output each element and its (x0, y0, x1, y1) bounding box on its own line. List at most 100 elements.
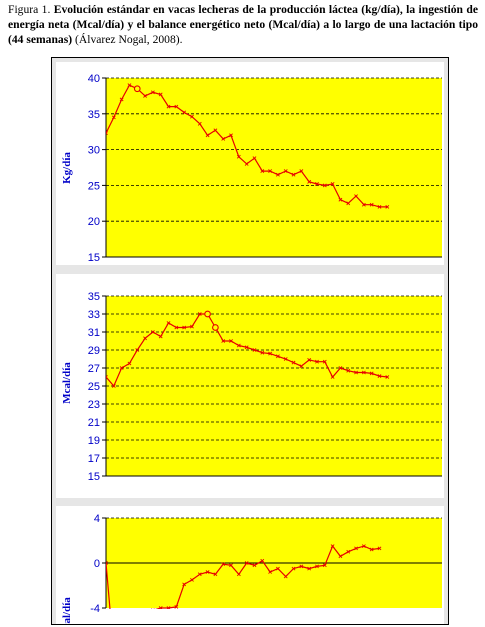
series-1 (106, 310, 390, 388)
series-1 (106, 544, 382, 609)
data-point (315, 564, 319, 569)
data-point (338, 554, 343, 559)
chart-2: 35 33 31 29 27 25 23 21 19 17 15 Mcal/día (56, 274, 444, 498)
data-point (166, 606, 171, 609)
data-point (244, 561, 249, 565)
data-point (205, 570, 210, 574)
data-point (229, 133, 233, 138)
y-tick-label: 35 (88, 109, 100, 121)
data-point (307, 179, 312, 184)
data-point (283, 357, 288, 361)
data-point (346, 368, 351, 373)
y-tick-label: 15 (88, 252, 100, 264)
chart-1: 40 35 30 25 20 15 Kg/día (56, 62, 444, 265)
data-point (111, 115, 116, 120)
y-axis-label: Mcal/día (61, 597, 73, 624)
y-axis-label: Kg/día (61, 152, 73, 184)
y-tick-label: 0 (94, 558, 100, 570)
data-point (166, 104, 171, 109)
data-point (127, 361, 132, 366)
data-point (174, 325, 179, 330)
y-tick-label: 4 (94, 513, 100, 525)
data-point (315, 359, 319, 364)
data-point (106, 375, 108, 379)
data-point (260, 350, 265, 355)
figure-frame: 40 35 30 25 20 15 Kg/día 35 33 31 29 27 25 23 21 19 17 15… (51, 57, 449, 625)
y-tick-label: 25 (88, 180, 100, 192)
data-point (236, 572, 241, 577)
data-point (158, 334, 163, 339)
y-tick-label: 23 (88, 399, 100, 411)
y-tick-label: 27 (88, 363, 100, 375)
data-point (260, 558, 265, 563)
y-tick-label: 30 (88, 145, 100, 157)
data-point-highlight (204, 310, 211, 318)
data-point (291, 172, 296, 177)
data-point (322, 563, 327, 568)
y-axis-label: Mcal/día (61, 362, 73, 404)
plot-area (106, 78, 442, 257)
data-point (158, 92, 163, 97)
y-tick-label: -4 (90, 603, 100, 615)
data-point (361, 202, 366, 207)
data-point (275, 566, 280, 571)
data-point (385, 204, 390, 209)
data-point (369, 547, 374, 552)
data-point (229, 563, 233, 568)
data-point (221, 562, 226, 567)
caption-prefix: Figura 1. (8, 3, 51, 16)
data-point (330, 182, 335, 186)
y-tick-label: 40 (88, 73, 100, 85)
data-point (299, 169, 304, 173)
y-tick-label: 33 (88, 309, 100, 321)
data-point (322, 359, 327, 364)
data-point (338, 197, 343, 202)
data-point (182, 110, 187, 115)
data-point (354, 546, 358, 551)
data-point (346, 549, 351, 554)
data-point (377, 204, 382, 209)
data-point (361, 544, 366, 549)
data-point (174, 104, 179, 109)
data-point (166, 321, 171, 325)
data-point (252, 563, 257, 568)
data-point (369, 371, 374, 376)
data-point (268, 169, 273, 173)
data-point (299, 564, 304, 569)
data-point (354, 370, 358, 375)
data-point (338, 366, 343, 370)
data-point (268, 570, 273, 574)
data-point (205, 133, 210, 138)
data-point (291, 566, 296, 571)
data-point (197, 121, 202, 126)
data-point (330, 544, 335, 549)
y-tick-label: 17 (88, 453, 100, 465)
data-point (182, 582, 187, 587)
data-point-highlight (212, 324, 219, 331)
data-point (252, 156, 257, 161)
data-point (119, 97, 124, 102)
caption-source: (Álvarez Nogal, 2008). (72, 32, 183, 46)
data-point (190, 577, 194, 582)
data-point (283, 169, 288, 173)
chart-3: 4 0 -4 Mcal/día (56, 506, 444, 624)
data-point (158, 606, 163, 609)
data-point (127, 83, 132, 88)
data-point (229, 339, 233, 343)
y-tick-label: 15 (88, 471, 100, 483)
data-point (385, 375, 390, 379)
data-point (369, 202, 374, 207)
data-point (346, 201, 351, 206)
y-tick-label: 19 (88, 435, 100, 447)
data-point-highlight (133, 85, 141, 93)
data-point (182, 325, 187, 330)
data-point (190, 324, 194, 329)
y-tick-label: 25 (88, 381, 100, 393)
data-point (330, 375, 335, 379)
data-point (106, 561, 108, 565)
data-point (315, 182, 319, 186)
data-point (236, 154, 241, 159)
y-tick-label: 35 (88, 291, 100, 303)
data-point (307, 566, 312, 571)
series-1 (106, 83, 390, 209)
